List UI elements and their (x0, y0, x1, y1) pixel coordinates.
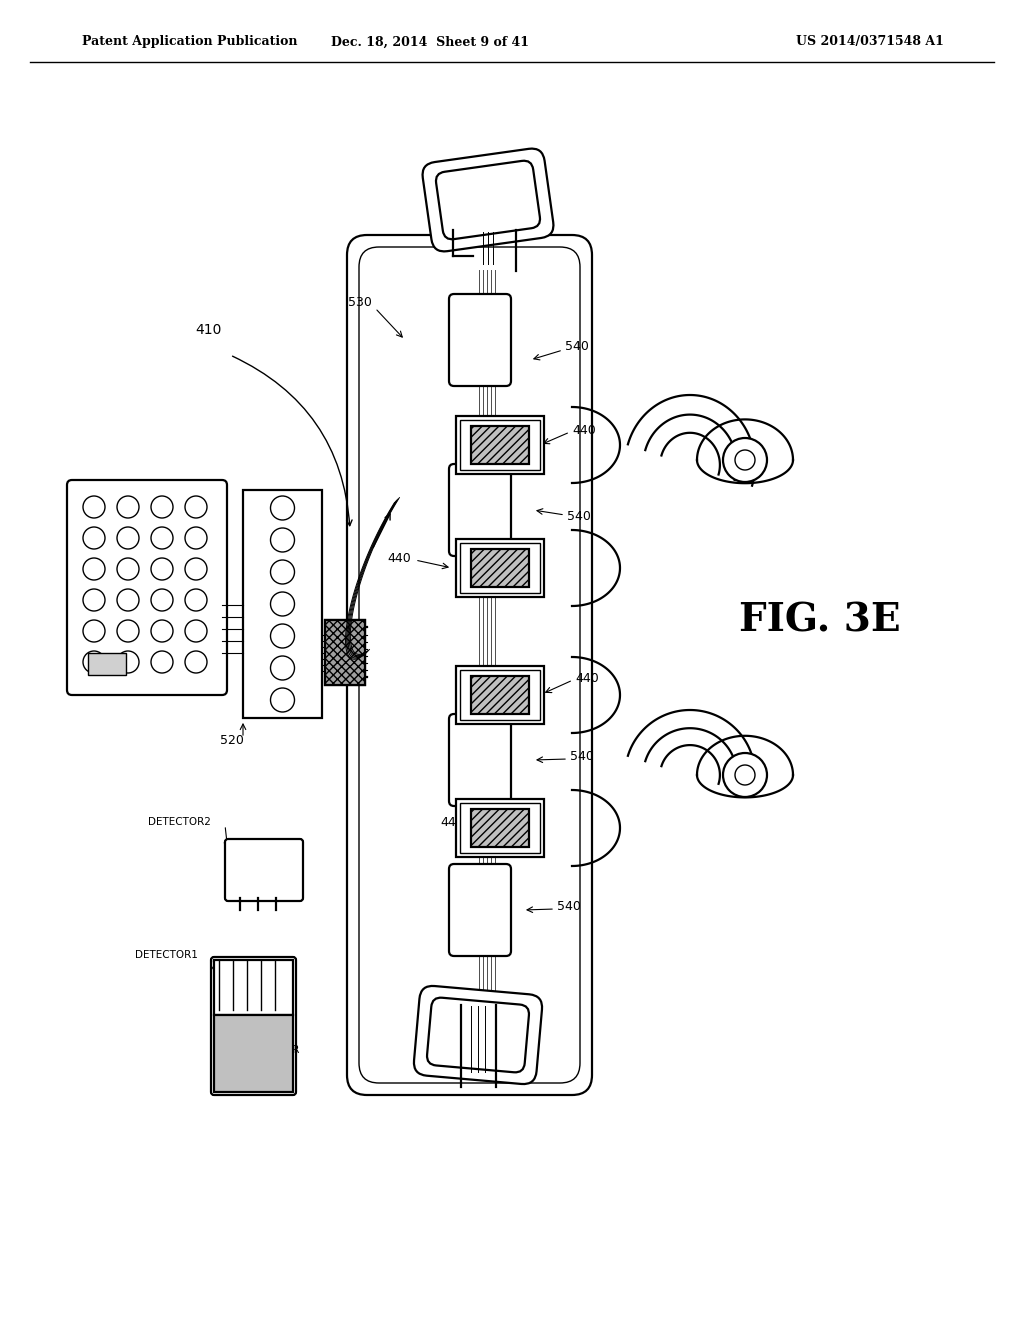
Circle shape (270, 560, 295, 583)
Text: 540: 540 (570, 751, 594, 763)
Circle shape (270, 496, 295, 520)
FancyBboxPatch shape (436, 161, 540, 239)
Bar (460, 671, 540, 719)
FancyBboxPatch shape (347, 235, 592, 1096)
Circle shape (83, 651, 105, 673)
Circle shape (723, 752, 767, 797)
Circle shape (270, 624, 295, 648)
Circle shape (117, 527, 139, 549)
Text: FIG. 3E: FIG. 3E (739, 601, 901, 639)
Bar (460, 420, 540, 470)
Circle shape (185, 527, 207, 549)
Bar (243, 490, 322, 718)
Bar (456, 539, 544, 597)
Text: 440: 440 (575, 672, 599, 685)
Bar (471, 549, 529, 587)
Circle shape (723, 438, 767, 482)
Text: 540: 540 (567, 511, 591, 524)
Bar (456, 416, 544, 474)
FancyBboxPatch shape (225, 840, 303, 902)
Circle shape (185, 620, 207, 642)
Bar (460, 543, 540, 593)
Text: 540: 540 (565, 341, 589, 354)
Bar (471, 809, 529, 847)
Circle shape (185, 558, 207, 579)
Bar (471, 676, 529, 714)
Bar (460, 803, 540, 853)
Text: EMITTER: EMITTER (255, 1045, 299, 1055)
Circle shape (117, 558, 139, 579)
Circle shape (83, 527, 105, 549)
Bar (471, 426, 529, 465)
Circle shape (270, 591, 295, 616)
Circle shape (185, 589, 207, 611)
Bar (214, 960, 293, 1015)
Text: US 2014/0371548 A1: US 2014/0371548 A1 (796, 36, 944, 49)
Circle shape (117, 589, 139, 611)
FancyBboxPatch shape (449, 714, 511, 807)
Bar (456, 799, 544, 857)
Circle shape (185, 651, 207, 673)
Bar (457, 180, 519, 220)
FancyBboxPatch shape (67, 480, 227, 696)
FancyBboxPatch shape (449, 465, 511, 556)
FancyBboxPatch shape (423, 149, 553, 251)
Circle shape (117, 496, 139, 517)
Bar (88, 653, 126, 675)
Text: 440: 440 (505, 156, 528, 169)
Circle shape (83, 620, 105, 642)
Text: Dec. 18, 2014  Sheet 9 of 41: Dec. 18, 2014 Sheet 9 of 41 (331, 36, 529, 49)
Text: DETECTOR2: DETECTOR2 (148, 817, 211, 828)
Circle shape (151, 620, 173, 642)
Bar (456, 667, 544, 723)
FancyBboxPatch shape (449, 865, 511, 956)
Text: 520: 520 (220, 734, 244, 747)
Text: 540: 540 (557, 900, 581, 913)
Circle shape (270, 528, 295, 552)
Circle shape (151, 651, 173, 673)
Text: 440: 440 (387, 552, 411, 565)
Text: 530: 530 (348, 296, 372, 309)
FancyBboxPatch shape (427, 998, 529, 1072)
Bar (325, 620, 365, 685)
Text: 440: 440 (440, 817, 464, 829)
Bar (447, 1015, 508, 1055)
Bar (325, 620, 365, 685)
Circle shape (151, 496, 173, 517)
FancyBboxPatch shape (359, 247, 580, 1082)
Circle shape (151, 589, 173, 611)
Circle shape (83, 558, 105, 579)
Circle shape (735, 450, 755, 470)
Text: DETECTOR1: DETECTOR1 (135, 950, 198, 960)
Circle shape (83, 589, 105, 611)
FancyBboxPatch shape (449, 294, 511, 385)
Circle shape (270, 656, 295, 680)
Circle shape (151, 527, 173, 549)
Text: Patent Application Publication: Patent Application Publication (82, 36, 298, 49)
Circle shape (151, 558, 173, 579)
Circle shape (735, 766, 755, 785)
Circle shape (117, 651, 139, 673)
Text: 440: 440 (424, 994, 447, 1006)
Text: 440: 440 (572, 424, 596, 437)
Circle shape (117, 620, 139, 642)
Text: 410: 410 (195, 323, 221, 337)
Bar (214, 1015, 293, 1092)
Circle shape (185, 496, 207, 517)
Circle shape (83, 496, 105, 517)
Circle shape (270, 688, 295, 711)
FancyBboxPatch shape (414, 986, 542, 1084)
